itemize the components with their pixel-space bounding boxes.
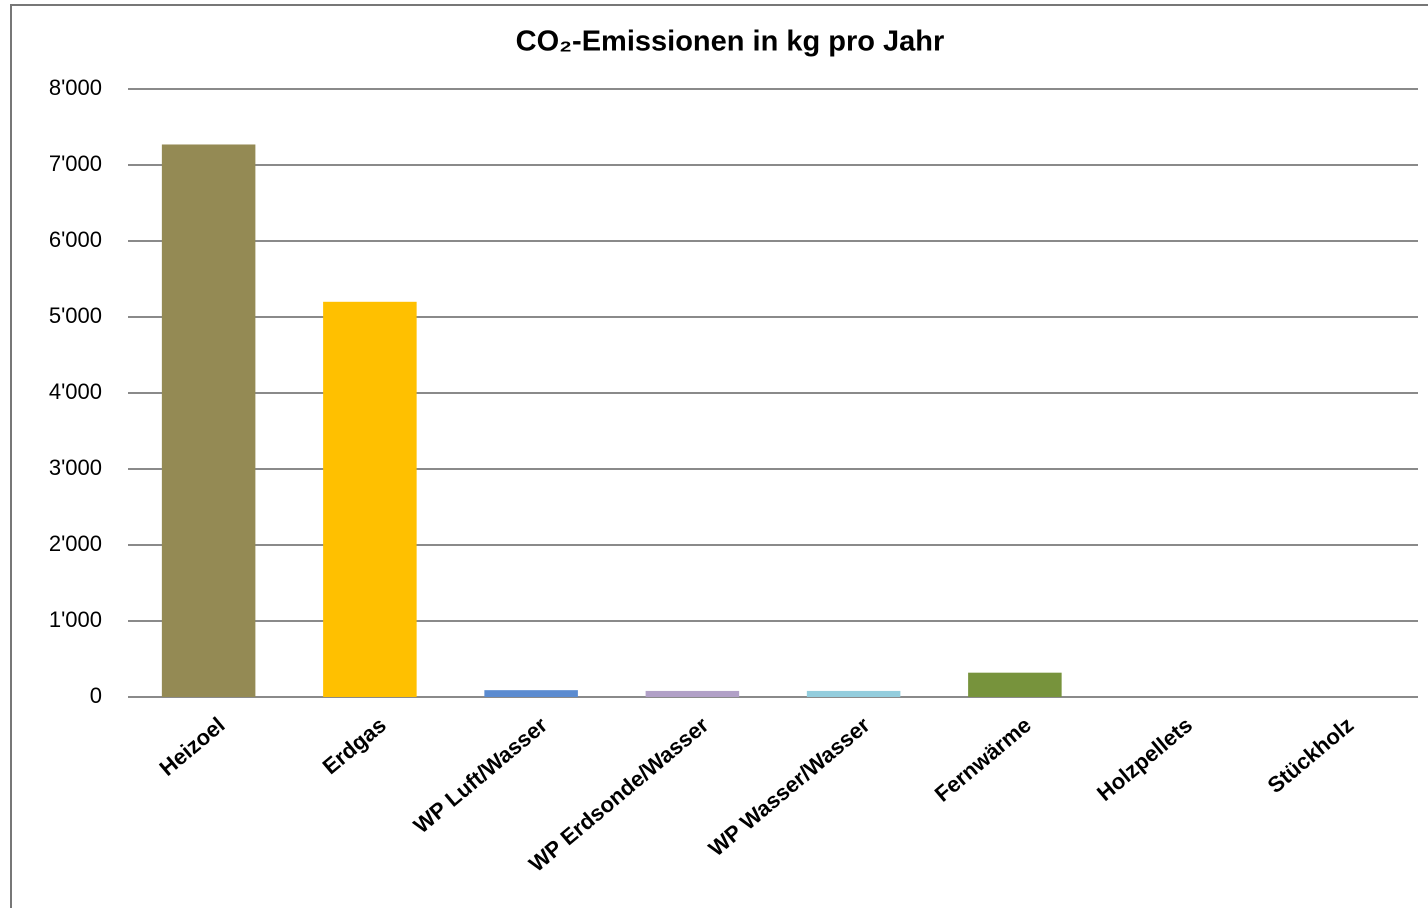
bar <box>323 301 417 697</box>
bar <box>968 672 1062 697</box>
y-tick-label: 5'000 <box>49 303 102 328</box>
bar <box>806 690 901 697</box>
y-tick-label: 7'000 <box>49 151 102 176</box>
y-tick-label: 1'000 <box>49 607 102 632</box>
bar <box>161 144 256 698</box>
bar <box>484 690 578 697</box>
y-tick-label: 3'000 <box>49 455 102 480</box>
y-tick-label: 4'000 <box>49 379 102 404</box>
y-tick-label: 8'000 <box>49 75 102 100</box>
y-tick-label: 2'000 <box>49 531 102 556</box>
bar <box>645 690 740 697</box>
y-tick-label: 6'000 <box>49 227 102 252</box>
chart-title: CO₂-Emissionen in kg pro Jahr <box>516 26 945 58</box>
y-tick-label: 0 <box>90 683 102 708</box>
